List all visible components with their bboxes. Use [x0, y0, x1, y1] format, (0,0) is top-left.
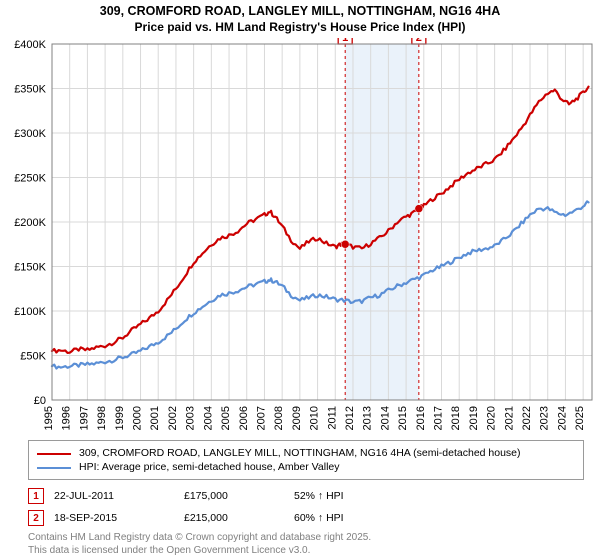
sale-price: £175,000 — [184, 490, 294, 502]
svg-text:2016: 2016 — [415, 406, 427, 430]
svg-text:£150K: £150K — [14, 262, 46, 274]
sale-date: 22-JUL-2011 — [54, 490, 184, 502]
svg-text:£250K: £250K — [14, 173, 46, 185]
svg-text:2014: 2014 — [379, 406, 391, 430]
svg-text:1995: 1995 — [43, 406, 55, 430]
sale-date: 18-SEP-2015 — [54, 512, 184, 524]
svg-text:2003: 2003 — [185, 406, 197, 430]
svg-text:2018: 2018 — [450, 406, 462, 430]
svg-text:2: 2 — [416, 38, 422, 44]
svg-text:2010: 2010 — [309, 406, 321, 430]
sale-price: £215,000 — [184, 512, 294, 524]
svg-text:2022: 2022 — [521, 406, 533, 430]
svg-text:1996: 1996 — [61, 406, 73, 430]
credit-line2: This data is licensed under the Open Gov… — [28, 545, 584, 558]
sale-marker-box: 2 — [28, 510, 44, 526]
legend-item: 309, CROMFORD ROAD, LANGLEY MILL, NOTTIN… — [37, 446, 575, 460]
credit-line1: Contains HM Land Registry data © Crown c… — [28, 532, 584, 545]
sales-table: 1 22-JUL-2011£175,00052% ↑ HPI 2 18-SEP-201… — [28, 488, 584, 526]
svg-text:2024: 2024 — [556, 406, 568, 430]
svg-text:2004: 2004 — [202, 406, 214, 430]
title-line2: Price paid vs. HM Land Registry's House … — [0, 20, 600, 35]
svg-text:2013: 2013 — [362, 406, 374, 430]
svg-text:2006: 2006 — [238, 406, 250, 430]
svg-text:2012: 2012 — [344, 406, 356, 430]
svg-text:1997: 1997 — [78, 406, 90, 430]
svg-text:£300K: £300K — [14, 128, 46, 140]
svg-text:2008: 2008 — [273, 406, 285, 430]
svg-text:2009: 2009 — [291, 406, 303, 430]
legend: 309, CROMFORD ROAD, LANGLEY MILL, NOTTIN… — [28, 440, 584, 480]
svg-text:2000: 2000 — [132, 406, 144, 430]
svg-text:£350K: £350K — [14, 84, 46, 96]
sale-delta: 52% ↑ HPI — [294, 490, 414, 502]
svg-text:2021: 2021 — [503, 406, 515, 430]
sale-marker-box: 1 — [28, 488, 44, 504]
svg-text:2019: 2019 — [468, 406, 480, 430]
title-line1: 309, CROMFORD ROAD, LANGLEY MILL, NOTTIN… — [0, 4, 600, 20]
svg-text:2017: 2017 — [433, 406, 445, 430]
sale-delta: 60% ↑ HPI — [294, 512, 414, 524]
svg-text:2023: 2023 — [539, 406, 551, 430]
svg-text:2002: 2002 — [167, 406, 179, 430]
svg-text:2001: 2001 — [149, 406, 161, 430]
svg-text:2007: 2007 — [255, 406, 267, 430]
svg-text:£0: £0 — [34, 395, 46, 407]
legend-label: HPI: Average price, semi-detached house,… — [79, 461, 340, 473]
svg-text:1999: 1999 — [114, 406, 126, 430]
credit: Contains HM Land Registry data © Crown c… — [28, 532, 584, 557]
price-chart: £0 £50K £100K £150K £200K £250K £300K £350K £400… — [0, 38, 600, 440]
svg-text:2020: 2020 — [486, 406, 498, 430]
svg-text:2025: 2025 — [574, 406, 586, 430]
svg-text:£100K: £100K — [14, 306, 46, 318]
svg-text:£200K: £200K — [14, 217, 46, 229]
svg-text:2011: 2011 — [326, 406, 338, 430]
legend-item: HPI: Average price, semi-detached house,… — [37, 460, 575, 474]
svg-text:£400K: £400K — [14, 39, 46, 51]
svg-text:1: 1 — [342, 38, 348, 44]
svg-text:£50K: £50K — [20, 351, 46, 363]
svg-text:1998: 1998 — [96, 406, 108, 430]
svg-text:2005: 2005 — [220, 406, 232, 430]
below-chart: 309, CROMFORD ROAD, LANGLEY MILL, NOTTIN… — [28, 440, 584, 557]
svg-text:2015: 2015 — [397, 406, 409, 430]
legend-label: 309, CROMFORD ROAD, LANGLEY MILL, NOTTIN… — [79, 447, 521, 459]
chart-title: 309, CROMFORD ROAD, LANGLEY MILL, NOTTIN… — [0, 4, 600, 35]
